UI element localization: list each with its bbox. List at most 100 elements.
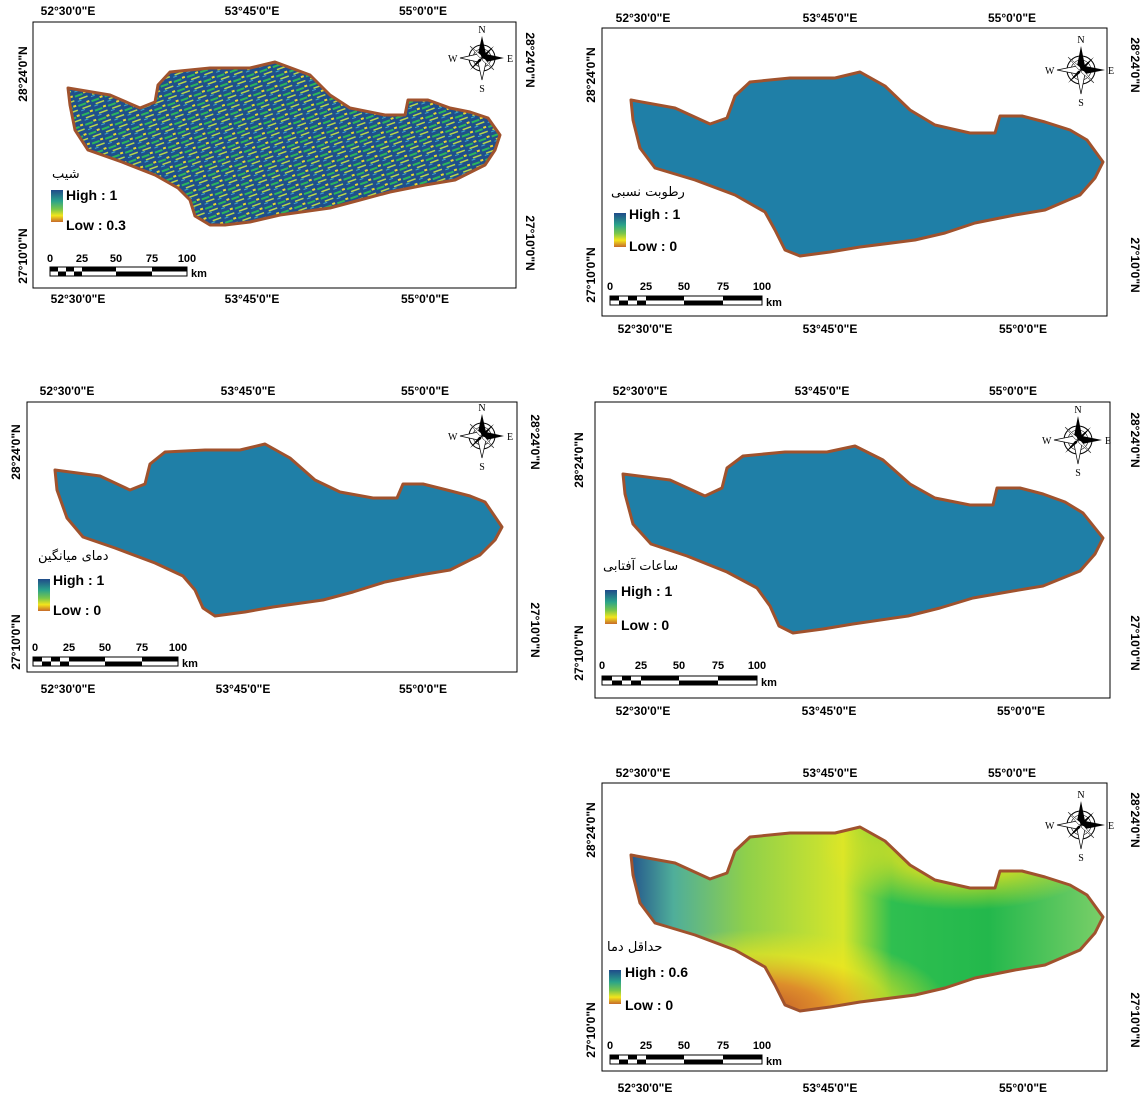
scale-tick: 50: [99, 642, 111, 654]
lat-label-right: 27°10'0"N: [528, 602, 542, 657]
compass-w: W: [448, 54, 458, 65]
lon-label-top: 53°45'0"E: [803, 11, 858, 25]
scale-tick: 25: [640, 1040, 652, 1052]
lat-label-right: 27°10'0"N: [1128, 992, 1140, 1047]
lat-label-left: 28°24'0"N: [584, 802, 598, 857]
compass-e: E: [507, 54, 513, 65]
scale-tick: 25: [640, 281, 652, 293]
scale-unit: km: [766, 297, 782, 309]
scale-tick: 100: [748, 660, 766, 672]
north-arrow-icon: N S E W: [448, 403, 513, 473]
lon-label-bottom: 52°30'0"E: [41, 682, 96, 696]
lat-label-left: 27°10'0"N: [572, 625, 586, 680]
lat-label-left: 27°10'0"N: [16, 228, 30, 283]
region-shape-slope: [66, 60, 502, 227]
lon-label-bottom: 53°45'0"E: [803, 322, 858, 336]
scale-tick: 75: [717, 281, 729, 293]
map-svg: 52°30'0"E 53°45'0"E 55°0'0"E 52°30'0"E 5…: [16, 4, 537, 306]
lon-label-bottom: 53°45'0"E: [803, 1081, 858, 1095]
lat-label-right: 28°24'0"N: [1128, 412, 1140, 467]
lon-label-bottom: 55°0'0"E: [999, 322, 1047, 336]
map-svg: 52°30'0"E 53°45'0"E 55°0'0"E 52°30'0"E 5…: [572, 384, 1140, 718]
map-panel-slope: 52°30'0"E 53°45'0"E 55°0'0"E 52°30'0"E 5…: [10, 0, 540, 320]
north-arrow-icon: N S E W: [1042, 405, 1111, 479]
compass-s: S: [1078, 98, 1084, 109]
compass-n: N: [1077, 35, 1084, 46]
lon-label-top: 53°45'0"E: [795, 384, 850, 398]
legend-high: High : 1: [66, 187, 118, 203]
compass-s: S: [1075, 468, 1081, 479]
scale-tick: 0: [599, 660, 605, 672]
scale-tick: 50: [678, 1040, 690, 1052]
lon-label-bottom: 52°30'0"E: [618, 1081, 673, 1095]
region-shape-mean-temperature: [53, 442, 504, 618]
map-svg: 52°30'0"E 53°45'0"E 55°0'0"E 52°30'0"E 5…: [9, 384, 542, 696]
compass-n: N: [478, 403, 485, 414]
compass-e: E: [1105, 436, 1111, 447]
north-arrow-icon: N S E W: [1045, 35, 1114, 109]
scale-unit: km: [761, 677, 777, 689]
lon-label-bottom: 53°45'0"E: [216, 682, 271, 696]
north-arrow-icon: N S E W: [1045, 790, 1114, 864]
map-frame: [32, 21, 517, 289]
lat-label-left: 28°24'0"N: [584, 47, 598, 102]
legend-high: High : 0.6: [625, 964, 688, 980]
scale-unit: km: [191, 268, 207, 280]
lon-label-top: 53°45'0"E: [803, 766, 858, 780]
scale-bar: 0 25 50 75 100 km: [599, 660, 777, 689]
compass-n: N: [1074, 405, 1081, 416]
lon-label-top: 52°30'0"E: [616, 766, 671, 780]
scale-bar: 0 25 50 75 100 km: [607, 281, 782, 309]
scale-tick: 100: [753, 1040, 771, 1052]
map-frame: [594, 401, 1111, 699]
lon-label-bottom: 55°0'0"E: [999, 1081, 1047, 1095]
scale-unit: km: [766, 1056, 782, 1068]
legend-title: رطوبت نسبی: [611, 185, 685, 200]
legend-high: High : 1: [53, 572, 105, 588]
compass-w: W: [1045, 66, 1055, 77]
scale-tick: 0: [32, 642, 38, 654]
compass-e: E: [1108, 66, 1114, 77]
lat-label-left: 27°10'0"N: [9, 614, 23, 669]
compass-w: W: [448, 432, 458, 443]
lon-label-top: 52°30'0"E: [613, 384, 668, 398]
compass-n: N: [478, 25, 485, 36]
legend-low: Low : 0: [629, 238, 677, 254]
compass-e: E: [507, 432, 513, 443]
scale-tick: 75: [146, 253, 158, 265]
lat-label-right: 27°10'0"N: [523, 215, 537, 270]
map-svg: 52°30'0"E 53°45'0"E 55°0'0"E 52°30'0"E 5…: [584, 11, 1140, 336]
scale-tick: 50: [678, 281, 690, 293]
north-arrow-icon: N S E W: [448, 25, 513, 95]
legend-title: دمای میانگین: [38, 548, 109, 564]
lat-label-right: 27°10'0"N: [1128, 615, 1140, 670]
scale-tick: 25: [635, 660, 647, 672]
lat-label-right: 28°24'0"N: [1128, 37, 1140, 92]
region-shape-sunshine-hours: [621, 444, 1105, 635]
scale-tick: 0: [607, 281, 613, 293]
map-frame: [601, 27, 1108, 317]
lon-label-bottom: 53°45'0"E: [225, 292, 280, 306]
region-shape-relative-humidity: [629, 70, 1105, 258]
lat-label-left: 28°24'0"N: [572, 432, 586, 487]
map-svg: 52°30'0"E 53°45'0"E 55°0'0"E 52°30'0"E 5…: [584, 766, 1140, 1095]
legend-low: Low : 0: [53, 602, 101, 618]
lon-label-top: 55°0'0"E: [399, 4, 447, 18]
legend-title: شیب: [52, 167, 80, 182]
legend-high: High : 1: [629, 206, 681, 222]
lat-label-left: 28°24'0"N: [9, 424, 23, 479]
compass-w: W: [1045, 821, 1055, 832]
lon-label-bottom: 52°30'0"E: [51, 292, 106, 306]
scale-tick: 100: [178, 253, 196, 265]
lon-label-bottom: 55°0'0"E: [399, 682, 447, 696]
scale-tick: 75: [717, 1040, 729, 1052]
lat-label-right: 28°24'0"N: [528, 414, 542, 469]
map-panel-relative-humidity: 52°30'0"E 53°45'0"E 55°0'0"E 52°30'0"E 5…: [575, 0, 1140, 350]
scale-tick: 75: [136, 642, 148, 654]
compass-e: E: [1108, 821, 1114, 832]
lat-label-right: 28°24'0"N: [523, 32, 537, 87]
map-frame: [26, 401, 518, 673]
scale-bar: 0 25 50 75 100 km: [607, 1040, 782, 1068]
scale-tick: 50: [110, 253, 122, 265]
lon-label-top: 55°0'0"E: [988, 11, 1036, 25]
